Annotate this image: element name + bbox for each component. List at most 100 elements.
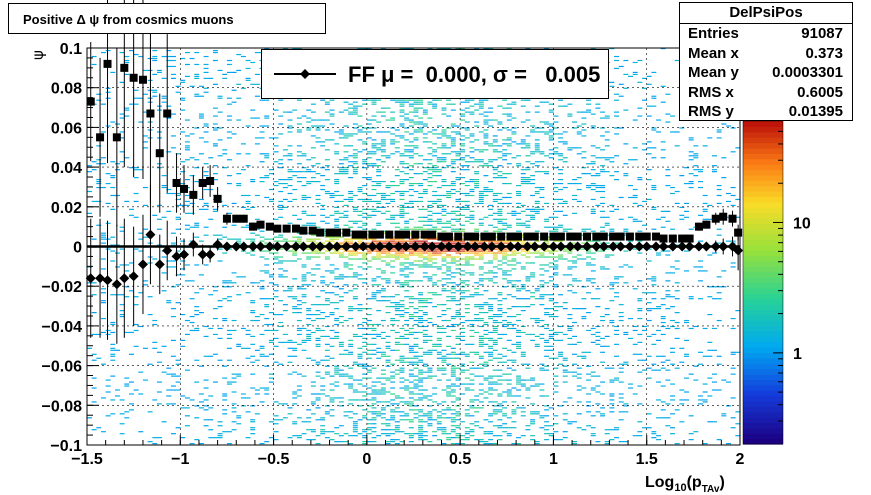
data-point-diamond [255, 241, 266, 252]
data-point-diamond [324, 241, 335, 252]
data-point-square [112, 133, 121, 142]
stats-value: 0.6005 [797, 83, 843, 101]
data-point-square [702, 220, 711, 229]
data-point-square [155, 149, 164, 158]
colorbar-band [743, 368, 783, 375]
data-point-square [530, 232, 539, 241]
stats-box: DelPsiPos Entries 91087 Mean x 0.373 Mean … [679, 2, 853, 121]
data-point-diamond [315, 241, 326, 252]
data-point-square [609, 232, 618, 241]
stats-label: Mean x [688, 44, 739, 62]
stats-row-entries: Entries 91087 [680, 24, 852, 44]
data-point-square [316, 228, 325, 237]
colorbar-band [743, 126, 783, 133]
data-point-diamond [505, 241, 516, 252]
data-point-square [573, 232, 582, 241]
data-point-diamond [231, 241, 242, 252]
data-point-square [359, 230, 368, 239]
data-point-square [625, 232, 634, 241]
data-point-diamond [615, 241, 626, 252]
profile-series-squares [86, 0, 743, 243]
colorbar-band [743, 131, 783, 138]
data-point-diamond [453, 241, 464, 252]
colorbar-band [743, 239, 783, 246]
data-point-diamond [341, 241, 352, 252]
data-point-diamond [486, 241, 497, 252]
data-point-diamond [677, 241, 688, 252]
data-point-square [402, 230, 411, 239]
data-point-diamond [608, 241, 619, 252]
colorbar-band [743, 352, 783, 359]
data-point-diamond [401, 241, 412, 252]
colorbar-band [743, 121, 783, 127]
data-point-square [728, 214, 737, 223]
colorbar-band [743, 406, 783, 413]
data-point-diamond [298, 241, 309, 252]
data-point-diamond [572, 241, 583, 252]
stats-row-rms-y: RMS y 0.01395 [680, 102, 852, 122]
data-point-diamond [624, 241, 635, 252]
data-point-square [444, 232, 453, 241]
data-point-square [222, 214, 231, 223]
data-point-diamond [212, 239, 223, 250]
stats-label: Mean y [688, 64, 739, 81]
data-point-diamond [85, 273, 96, 284]
data-point-diamond [641, 241, 652, 252]
data-point-diamond [145, 229, 156, 240]
data-point-diamond [154, 259, 165, 270]
colorbar-band [743, 228, 783, 235]
y-tick-label: −0.02 [42, 279, 83, 296]
colorbar-band [743, 287, 783, 294]
colorbar-band [743, 320, 783, 327]
data-point-square [146, 109, 155, 118]
data-point-diamond [419, 241, 430, 252]
colorbar-label: 10 [793, 215, 811, 232]
data-point-diamond [565, 241, 576, 252]
data-point-square [506, 232, 515, 241]
data-point-square [138, 75, 147, 84]
colorbar-band [743, 411, 783, 418]
legend-marker [274, 69, 336, 79]
stats-row-mean-x: Mean x 0.373 [680, 44, 852, 64]
color-scale: 1 10 [742, 120, 811, 445]
x-tick-label: 0 [362, 451, 371, 468]
x-tick-label: 2 [736, 451, 745, 468]
colorbar-band [743, 137, 783, 144]
legend-box: FF μ = 0.000, σ = 0.005 [261, 49, 609, 99]
y-tick-label: 0.1 [60, 41, 82, 58]
data-point-diamond [137, 259, 148, 270]
x-tick-label: 1 [549, 451, 558, 468]
data-point-square [616, 232, 625, 241]
colorbar-band [743, 217, 783, 224]
data-point-square [129, 73, 138, 82]
colorbar-band [743, 400, 783, 407]
data-point-square [685, 234, 694, 243]
colorbar-band [743, 433, 783, 440]
colorbar-band [743, 330, 783, 337]
data-point-diamond [529, 241, 540, 252]
colorbar-band [743, 417, 783, 424]
y-tick-label: −0.06 [42, 359, 83, 376]
colorbar-band [743, 427, 783, 434]
data-point-diamond [479, 241, 490, 252]
data-point-diamond [651, 241, 662, 252]
stats-name: DelPsiPos [680, 3, 852, 24]
data-point-diamond [119, 273, 130, 284]
data-point-square [556, 232, 565, 241]
data-point-square [694, 222, 703, 231]
data-point-diamond [684, 241, 695, 252]
data-point-diamond [667, 241, 678, 252]
data-point-diamond [470, 241, 481, 252]
data-point-square [368, 230, 377, 239]
data-point-square [180, 184, 189, 193]
data-point-square [273, 224, 282, 233]
data-point-diamond [522, 241, 533, 252]
colorbar-band [743, 207, 783, 214]
colorbar-band [743, 363, 783, 370]
data-point-square [96, 133, 105, 142]
x-tick-label: 0.5 [449, 451, 471, 468]
colorbar-band [743, 341, 783, 348]
data-point-square [375, 230, 384, 239]
colorbar-band [743, 395, 783, 402]
